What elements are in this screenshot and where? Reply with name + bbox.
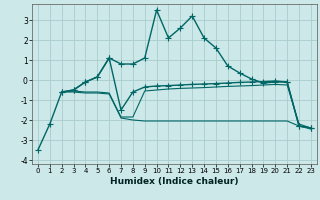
X-axis label: Humidex (Indice chaleur): Humidex (Indice chaleur) <box>110 177 239 186</box>
